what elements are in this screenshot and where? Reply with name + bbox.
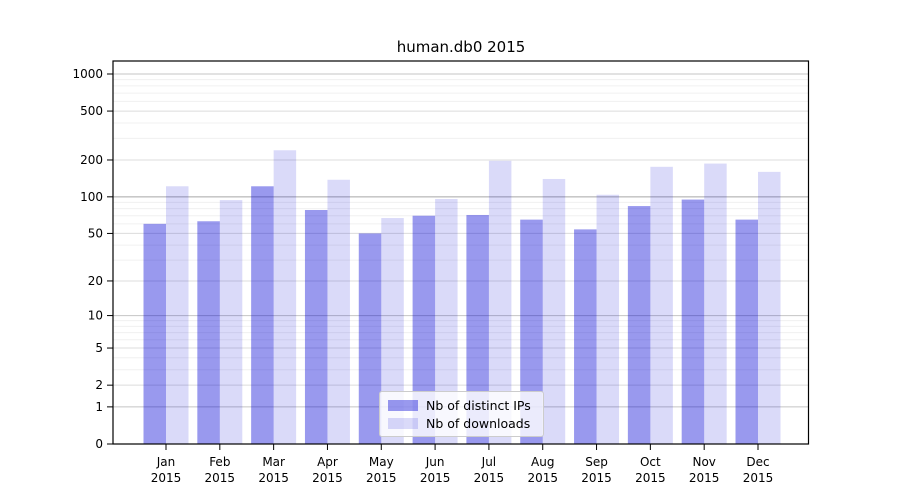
- x-tick-label-year-jun: 2015: [420, 471, 451, 485]
- bar-downloads-oct: [650, 166, 673, 444]
- bar-distinct-ips-aug: [520, 219, 543, 444]
- bar-downloads-jan: [166, 186, 189, 444]
- bar-distinct-ips-feb: [197, 221, 220, 444]
- x-tick-label-month-aug: Aug: [531, 455, 554, 469]
- chart-title: human.db0 2015: [396, 38, 526, 56]
- x-tick-label-month-mar: Mar: [262, 455, 285, 469]
- x-tick-label-month-feb: Feb: [209, 455, 230, 469]
- legend: Nb of distinct IPs Nb of downloads: [379, 391, 544, 437]
- y-tick-label-5: 5: [95, 341, 103, 355]
- x-tick-label-month-oct: Oct: [640, 455, 661, 469]
- bar-downloads-mar: [273, 150, 297, 444]
- x-tick-label-year-apr: 2015: [312, 471, 343, 485]
- bar-distinct-ips-may: [358, 233, 382, 444]
- x-tick-label-year-may: 2015: [366, 471, 397, 485]
- bar-downloads-nov: [704, 163, 727, 445]
- y-tick-label-200: 200: [80, 153, 103, 167]
- y-tick-label-50: 50: [88, 226, 103, 240]
- x-tick-label-month-nov: Nov: [692, 455, 715, 469]
- bar-distinct-ips-jun: [412, 215, 436, 444]
- bar-downloads-dec: [758, 171, 781, 444]
- bar-downloads-aug: [542, 178, 566, 444]
- x-tick-label-month-jul: Jul: [481, 455, 496, 469]
- x-tick-label-month-sep: Sep: [585, 455, 608, 469]
- y-tick-label-0: 0: [95, 437, 103, 451]
- bar-downloads-jun: [435, 199, 458, 444]
- x-tick-label-year-sep: 2015: [581, 471, 612, 485]
- bar-distinct-ips-dec: [735, 219, 758, 444]
- x-tick-label-year-jul: 2015: [474, 471, 505, 485]
- x-tick-label-month-apr: Apr: [317, 455, 338, 469]
- x-tick-label-year-feb: 2015: [205, 471, 236, 485]
- bar-distinct-ips-jul: [466, 214, 489, 444]
- bar-downloads-feb: [219, 200, 243, 444]
- legend-label-downloads: Nb of downloads: [426, 416, 531, 431]
- bar-distinct-ips-nov: [681, 199, 705, 444]
- bar-distinct-ips-mar: [251, 186, 274, 444]
- x-tick-label-month-dec: Dec: [746, 455, 769, 469]
- bar-downloads-may: [381, 218, 404, 444]
- x-tick-label-month-jun: Jun: [425, 455, 445, 469]
- x-tick-label-year-nov: 2015: [689, 471, 720, 485]
- y-tick-label-1: 1: [95, 400, 103, 414]
- bar-downloads-jul: [488, 160, 512, 445]
- legend-label-distinct-ips: Nb of distinct IPs: [426, 398, 531, 413]
- y-tick-label-100: 100: [80, 190, 103, 204]
- y-tick-label-500: 500: [80, 104, 103, 118]
- y-tick-label-2: 2: [95, 378, 103, 392]
- y-tick-label-1000: 1000: [72, 67, 103, 81]
- x-tick-label-year-jan: 2015: [151, 471, 182, 485]
- legend-swatch-downloads: [388, 418, 418, 429]
- x-tick-label-month-jan: Jan: [156, 455, 176, 469]
- plot-border: [112, 60, 810, 445]
- x-tick-label-year-oct: 2015: [635, 471, 666, 485]
- legend-swatch-distinct-ips: [388, 400, 418, 411]
- x-tick-label-year-dec: 2015: [743, 471, 774, 485]
- bar-distinct-ips-jan: [143, 223, 166, 444]
- bar-distinct-ips-apr: [304, 209, 328, 444]
- bar-downloads-sep: [596, 194, 620, 444]
- bar-distinct-ips-oct: [627, 206, 651, 444]
- bar-distinct-ips-sep: [574, 229, 597, 444]
- legend-item-downloads: Nb of downloads: [388, 415, 537, 432]
- x-tick-label-month-may: May: [369, 455, 394, 469]
- x-tick-label-year-mar: 2015: [258, 471, 289, 485]
- x-tick-label-year-aug: 2015: [527, 471, 558, 485]
- legend-item-distinct-ips: Nb of distinct IPs: [388, 397, 537, 414]
- y-tick-label-20: 20: [88, 274, 103, 288]
- bar-downloads-apr: [327, 179, 350, 444]
- y-tick-label-10: 10: [88, 309, 103, 323]
